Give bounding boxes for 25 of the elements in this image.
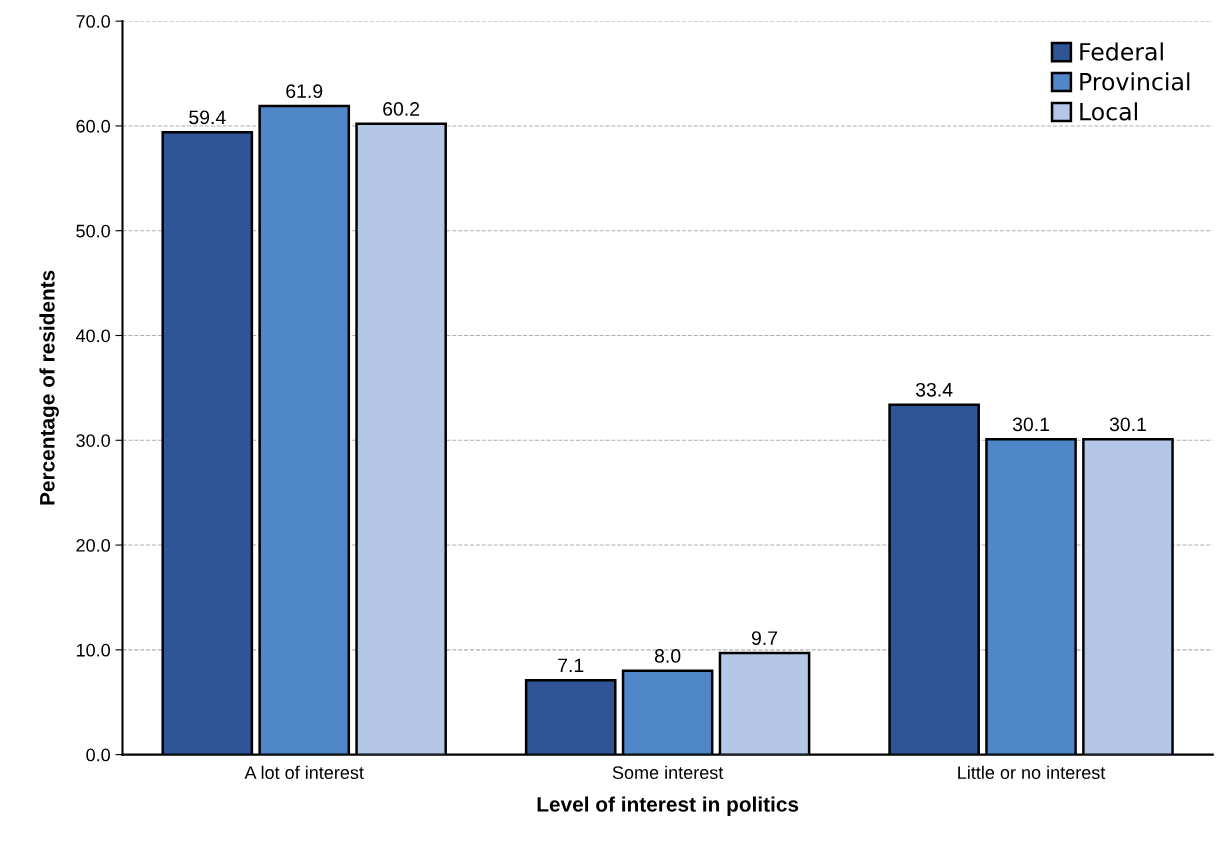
y-axis-title: Percentage of residents (39, 270, 59, 505)
y-tick-label: 0.0 (86, 748, 110, 762)
data-label: 30.1 (1012, 417, 1050, 432)
y-tick-label: 70.0 (76, 15, 110, 28)
data-label: 9.7 (751, 631, 778, 645)
x-tick-label: Little or no interest (958, 765, 1106, 780)
data-label: 59.4 (189, 110, 226, 125)
y-tick-label: 60.0 (76, 119, 110, 133)
data-label: 60.2 (383, 102, 420, 116)
legend-label: Federal (1080, 42, 1163, 61)
data-label: 30.1 (1109, 417, 1146, 432)
x-tick-label: A lot of interest (244, 765, 364, 780)
legend-label: Local (1080, 102, 1137, 121)
data-label: 7.1 (558, 658, 584, 673)
x-tick-label: Some interest (612, 765, 724, 780)
y-tick-label: 30.0 (76, 434, 110, 447)
x-axis-title: Level of interest in politics (537, 796, 799, 816)
y-tick-label: 10.0 (76, 643, 110, 657)
data-label: 61.9 (286, 84, 323, 99)
y-tick-label: 40.0 (75, 329, 110, 343)
data-label: 33.4 (915, 382, 953, 397)
legend-label: Provincial (1080, 72, 1190, 91)
y-tick-label: 20.0 (76, 539, 110, 552)
data-label: 8.0 (654, 649, 681, 663)
y-tick-label: 50.0 (76, 224, 110, 238)
